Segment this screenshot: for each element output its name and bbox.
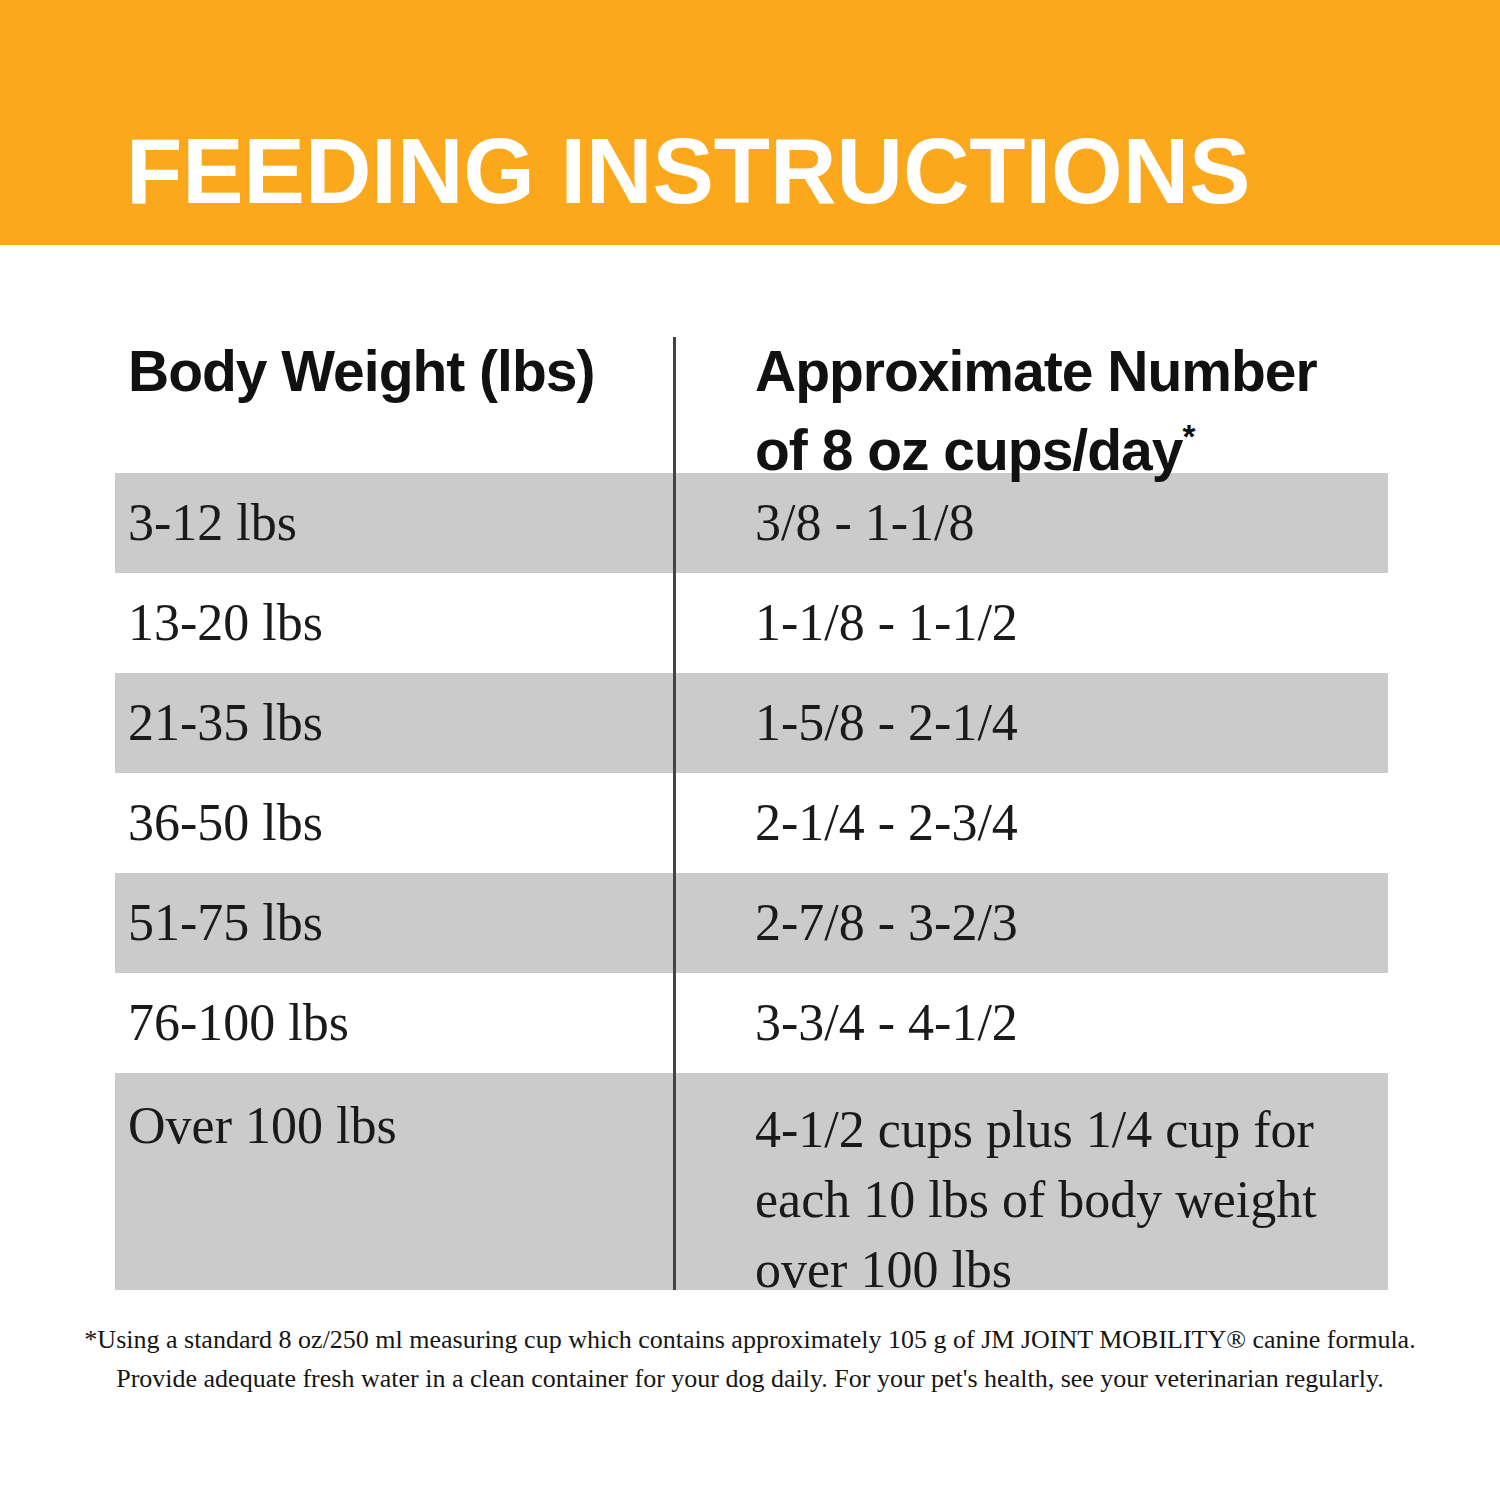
body-weight-cell: 36-50 lbs bbox=[115, 792, 676, 854]
body-weight-cell: Over 100 lbs bbox=[115, 1095, 676, 1157]
table-body: 3-12 lbs 3/8 - 1-1/8 13-20 lbs 1-1/8 - 1… bbox=[115, 473, 1388, 1290]
header-banner: FEEDING INSTRUCTIONS bbox=[0, 0, 1500, 245]
feeding-table: Body Weight (lbs) Approximate Number of … bbox=[115, 337, 1388, 1290]
table-row: 76-100 lbs 3-3/4 - 4-1/2 bbox=[115, 973, 1388, 1073]
table-row: 21-35 lbs 1-5/8 - 2-1/4 bbox=[115, 673, 1388, 773]
footnote-line-2: Provide adequate fresh water in a clean … bbox=[0, 1359, 1500, 1398]
table-row: 36-50 lbs 2-1/4 - 2-3/4 bbox=[115, 773, 1388, 873]
footnote-line-1: *Using a standard 8 oz/250 ml measuring … bbox=[0, 1320, 1500, 1359]
body-weight-cell: 21-35 lbs bbox=[115, 692, 676, 754]
table-header-row: Body Weight (lbs) Approximate Number of … bbox=[115, 337, 1388, 473]
cups-per-day-cell: 3-3/4 - 4-1/2 bbox=[676, 992, 1388, 1054]
body-weight-cell: 51-75 lbs bbox=[115, 892, 676, 954]
table-row: 3-12 lbs 3/8 - 1-1/8 bbox=[115, 473, 1388, 573]
cups-per-day-cell: 1-1/8 - 1-1/2 bbox=[676, 592, 1388, 654]
column-header-cups-per-day: Approximate Number of 8 oz cups/day* bbox=[676, 337, 1388, 484]
column-header-body-weight: Body Weight (lbs) bbox=[115, 337, 676, 405]
column-divider bbox=[673, 337, 676, 1290]
column-header-cups-line2: of 8 oz cups/day bbox=[755, 418, 1182, 482]
body-weight-cell: 13-20 lbs bbox=[115, 592, 676, 654]
footnote: *Using a standard 8 oz/250 ml measuring … bbox=[0, 1320, 1500, 1398]
table-row: 51-75 lbs 2-7/8 - 3-2/3 bbox=[115, 873, 1388, 973]
table-row: 13-20 lbs 1-1/8 - 1-1/2 bbox=[115, 573, 1388, 673]
cups-per-day-cell: 1-5/8 - 2-1/4 bbox=[676, 692, 1388, 754]
cups-per-day-cell: 2-1/4 - 2-3/4 bbox=[676, 792, 1388, 854]
page-title: FEEDING INSTRUCTIONS bbox=[126, 125, 1250, 217]
body-weight-cell: 76-100 lbs bbox=[115, 992, 676, 1054]
cups-per-day-cell: 4-1/2 cups plus 1/4 cup for each 10 lbs … bbox=[676, 1095, 1328, 1305]
table-row: Over 100 lbs 4-1/2 cups plus 1/4 cup for… bbox=[115, 1073, 1388, 1290]
body-weight-cell: 3-12 lbs bbox=[115, 492, 676, 554]
footnote-asterisk: * bbox=[1182, 418, 1194, 455]
cups-per-day-cell: 2-7/8 - 3-2/3 bbox=[676, 892, 1388, 954]
column-header-cups-line1: Approximate Number bbox=[755, 339, 1317, 403]
cups-per-day-cell: 3/8 - 1-1/8 bbox=[676, 492, 1388, 554]
